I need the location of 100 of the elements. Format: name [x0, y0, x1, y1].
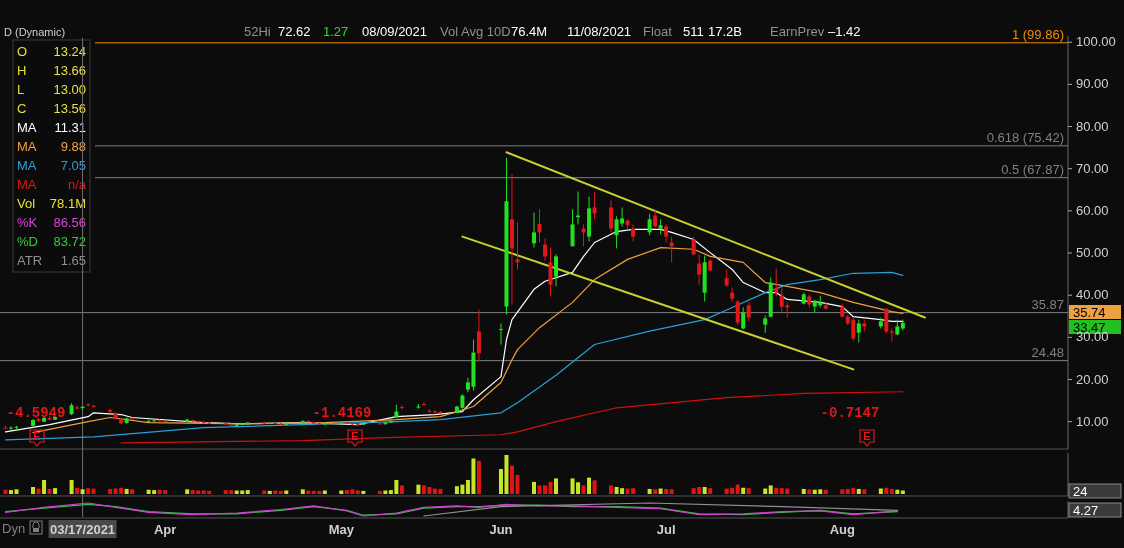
bar	[807, 489, 812, 494]
bar	[322, 490, 327, 494]
annotation: n/a	[67, 177, 87, 192]
candlestick	[537, 208, 542, 243]
bar	[185, 489, 190, 494]
annotation: H	[17, 63, 27, 78]
bar	[355, 490, 360, 494]
annotation: 78.1M	[49, 196, 86, 211]
bar	[658, 488, 663, 494]
bar	[3, 489, 8, 494]
bar	[532, 481, 536, 494]
bar	[840, 489, 845, 494]
candlestick	[647, 213, 652, 236]
annotation: MA	[17, 139, 37, 154]
annotation: E	[863, 430, 871, 442]
bar	[284, 490, 289, 494]
bar	[889, 488, 894, 494]
x-tick-label: May	[328, 522, 355, 537]
bar	[884, 487, 889, 494]
candlestick	[543, 237, 548, 262]
x-tick-label: 03/17/2021	[50, 522, 116, 537]
candlestick	[570, 208, 575, 247]
bar	[669, 489, 674, 494]
annotation: -0.7147	[820, 405, 880, 421]
text: 4.27	[1073, 503, 1099, 518]
annotation: %K	[17, 215, 38, 230]
candlestick	[196, 419, 201, 424]
bar	[53, 488, 58, 494]
annotation: 13.66	[53, 63, 86, 78]
bar	[647, 488, 652, 494]
text: 24	[1073, 484, 1088, 499]
bar	[823, 489, 828, 494]
bar	[763, 488, 768, 494]
annotation: MA	[17, 120, 37, 135]
bar	[383, 490, 388, 494]
annotation: L	[17, 82, 25, 97]
bar	[42, 479, 47, 494]
bar	[273, 490, 278, 494]
bar	[856, 488, 861, 494]
bar	[708, 488, 713, 494]
bar	[895, 489, 900, 494]
annotation: 86.56	[53, 215, 86, 230]
bar	[664, 488, 669, 494]
candlestick	[746, 301, 751, 322]
candlestick	[515, 221, 520, 270]
bar	[47, 488, 52, 494]
candlestick	[735, 299, 740, 326]
annotation: MA	[17, 158, 37, 173]
bar	[476, 460, 481, 494]
annotation: 9.88	[60, 139, 86, 154]
candlestick	[9, 425, 14, 431]
annotation: ATR	[17, 253, 43, 268]
bar	[124, 488, 129, 494]
bar	[768, 485, 773, 494]
candlestick	[86, 402, 91, 408]
bar	[416, 484, 421, 494]
bar	[399, 485, 404, 494]
y-tick-label: 90.00	[1076, 76, 1109, 92]
bar	[69, 479, 74, 494]
bar	[581, 485, 586, 494]
annotation: O	[17, 44, 28, 59]
annotation: Vol	[17, 196, 36, 211]
candlestick	[631, 223, 636, 242]
annotation: –1.42	[828, 24, 861, 39]
bar	[862, 489, 867, 494]
bar	[746, 488, 751, 494]
candlestick	[554, 253, 559, 287]
text: Dyn	[2, 521, 26, 536]
candlestick	[476, 309, 481, 362]
bar	[278, 490, 283, 494]
candlestick	[697, 253, 702, 286]
ref-line-label: 0.618 (75.42)	[986, 129, 1064, 145]
x-tick-label: Jun	[489, 522, 513, 537]
y-tick-label: 70.00	[1076, 160, 1109, 176]
bar	[377, 490, 382, 494]
ref-line-label: 24.48	[1031, 344, 1064, 360]
bar	[91, 488, 96, 494]
bar	[31, 486, 36, 494]
bar	[339, 490, 344, 494]
candlestick	[75, 404, 80, 410]
bar	[801, 488, 806, 494]
x-tick-label: Apr	[153, 522, 177, 537]
bar	[86, 488, 91, 494]
y-tick-label: 20.00	[1076, 371, 1109, 387]
candlestick	[399, 404, 404, 410]
annotation: Vol Avg 10D	[440, 24, 511, 39]
candlestick	[653, 208, 658, 228]
bar	[702, 486, 707, 494]
candlestick	[664, 223, 669, 243]
annotation: 13.00	[53, 82, 86, 97]
annotation: 72.62	[278, 24, 311, 39]
y-tick-label: 40.00	[1076, 287, 1109, 303]
candlestick	[884, 307, 889, 335]
bar	[774, 487, 779, 494]
annotation: 17.2B	[708, 24, 742, 39]
annotation: %D	[17, 234, 38, 249]
annotation: 52Hi	[244, 24, 271, 39]
annotation: 13.56	[53, 101, 86, 116]
annotation: Float	[643, 24, 673, 39]
annotation: 11.31	[54, 120, 86, 135]
